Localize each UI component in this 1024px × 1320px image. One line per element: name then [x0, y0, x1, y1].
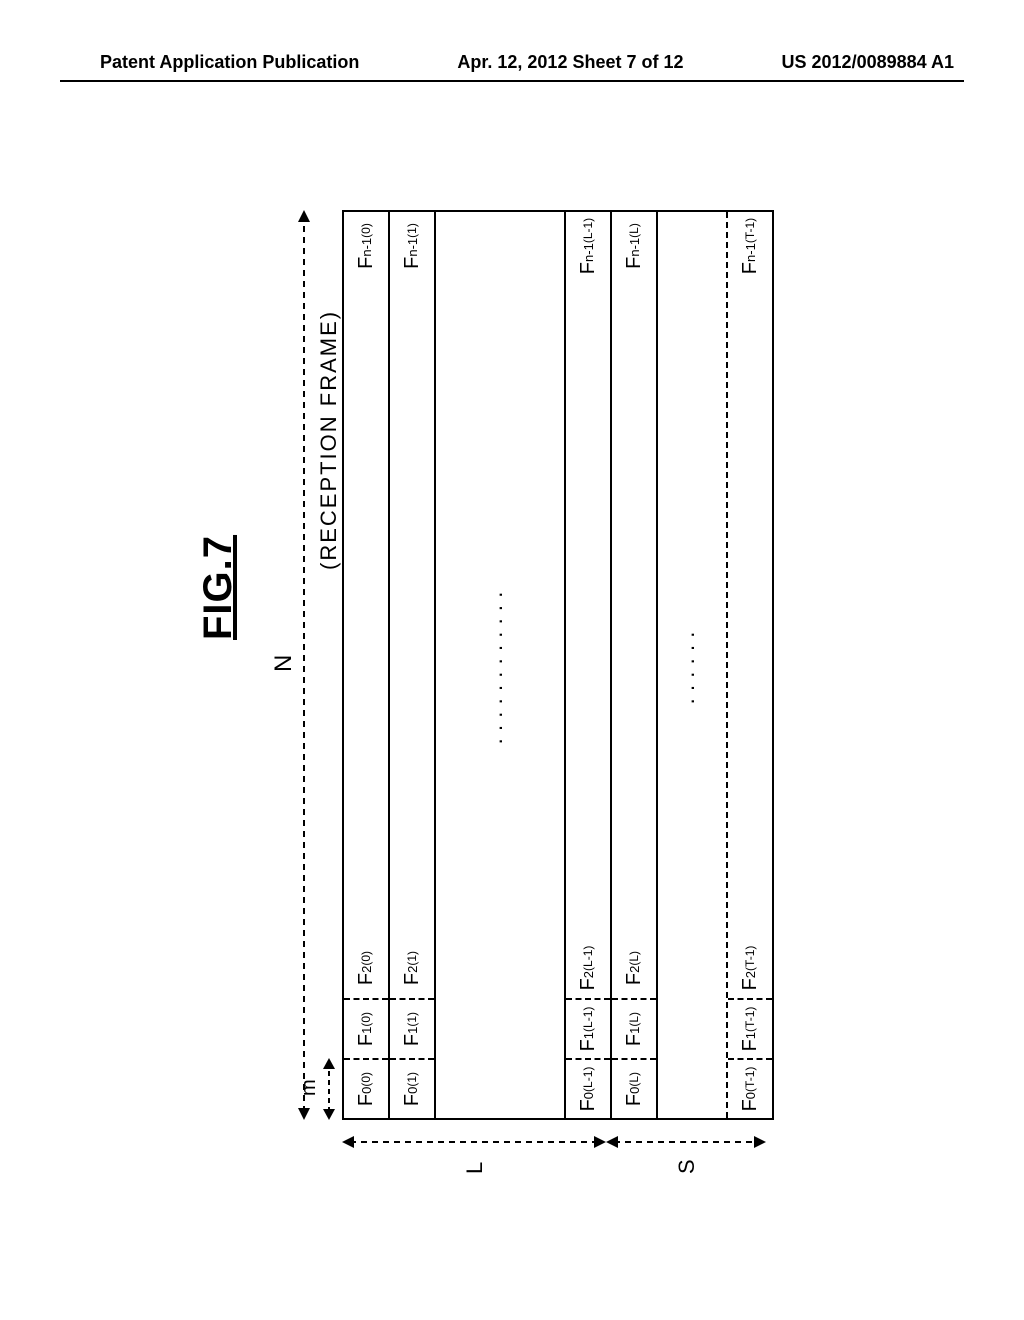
cell-gap	[344, 280, 388, 938]
figure-label: FIG.7	[196, 535, 241, 640]
table-row: F0(L) F1(L) F2(L) Fn-1(L)	[612, 212, 658, 1118]
table-row: F0(L-1) F1(L-1) F2(L-1) Fn-1(L-1)	[566, 212, 612, 1118]
arrow-l-dim	[342, 1132, 606, 1152]
cell: Fn-1(L)	[612, 212, 656, 280]
page-header: Patent Application Publication Apr. 12, …	[0, 52, 1024, 73]
cell-gap	[728, 280, 772, 938]
cell: F0(T-1)	[728, 1058, 772, 1118]
header-right: US 2012/0089884 A1	[782, 52, 954, 73]
cell: F0(1)	[390, 1058, 434, 1118]
table-row: F0(T-1) F1(T-1) F2(T-1) Fn-1(T-1)	[728, 212, 772, 1118]
header-rule	[60, 80, 964, 82]
ellipsis-row: ······	[658, 212, 728, 1118]
frame-grid: F0(0) F1(0) F2(0) Fn-1(0) F0(1) F1(1) F2…	[342, 210, 774, 1120]
dim-label-s: S	[674, 1159, 700, 1174]
cell: F0(L-1)	[566, 1058, 610, 1118]
cell: Fn-1(1)	[390, 212, 434, 280]
cell-gap	[390, 280, 434, 938]
arrow-n	[294, 210, 314, 1120]
cell-gap	[566, 280, 610, 938]
frame-table: N (RECEPTION FRAME) m F0(0) F1(0) F2(0) …	[282, 210, 762, 1120]
cell: F2(L-1)	[566, 938, 610, 998]
table-row: F0(0) F1(0) F2(0) Fn-1(0)	[344, 212, 390, 1118]
arrow-s-dim	[606, 1132, 766, 1152]
cell: Fn-1(L-1)	[566, 212, 610, 280]
ellipsis-row: ············	[436, 212, 566, 1118]
header-mid: Apr. 12, 2012 Sheet 7 of 12	[457, 52, 683, 73]
cell: F2(L)	[612, 938, 656, 998]
cell: Fn-1(T-1)	[728, 212, 772, 280]
figure-diagram: N (RECEPTION FRAME) m F0(0) F1(0) F2(0) …	[250, 180, 790, 1130]
cell: F1(T-1)	[728, 998, 772, 1058]
dim-label-m: m	[298, 1079, 321, 1096]
cell: F1(L)	[612, 998, 656, 1058]
cell: F1(0)	[344, 998, 388, 1058]
table-row: F0(1) F1(1) F2(1) Fn-1(1)	[390, 212, 436, 1118]
cell: F1(1)	[390, 998, 434, 1058]
cell: F0(L)	[612, 1058, 656, 1118]
cell-gap	[612, 280, 656, 938]
reception-frame-label: (RECEPTION FRAME)	[316, 310, 342, 570]
cell: F1(L-1)	[566, 998, 610, 1058]
cell: F2(1)	[390, 938, 434, 998]
dim-label-l: L	[462, 1162, 488, 1174]
header-left: Patent Application Publication	[100, 52, 359, 73]
cell: F2(T-1)	[728, 938, 772, 998]
arrow-m	[320, 1058, 338, 1120]
cell: Fn-1(0)	[344, 212, 388, 280]
cell: F0(0)	[344, 1058, 388, 1118]
cell: F2(0)	[344, 938, 388, 998]
